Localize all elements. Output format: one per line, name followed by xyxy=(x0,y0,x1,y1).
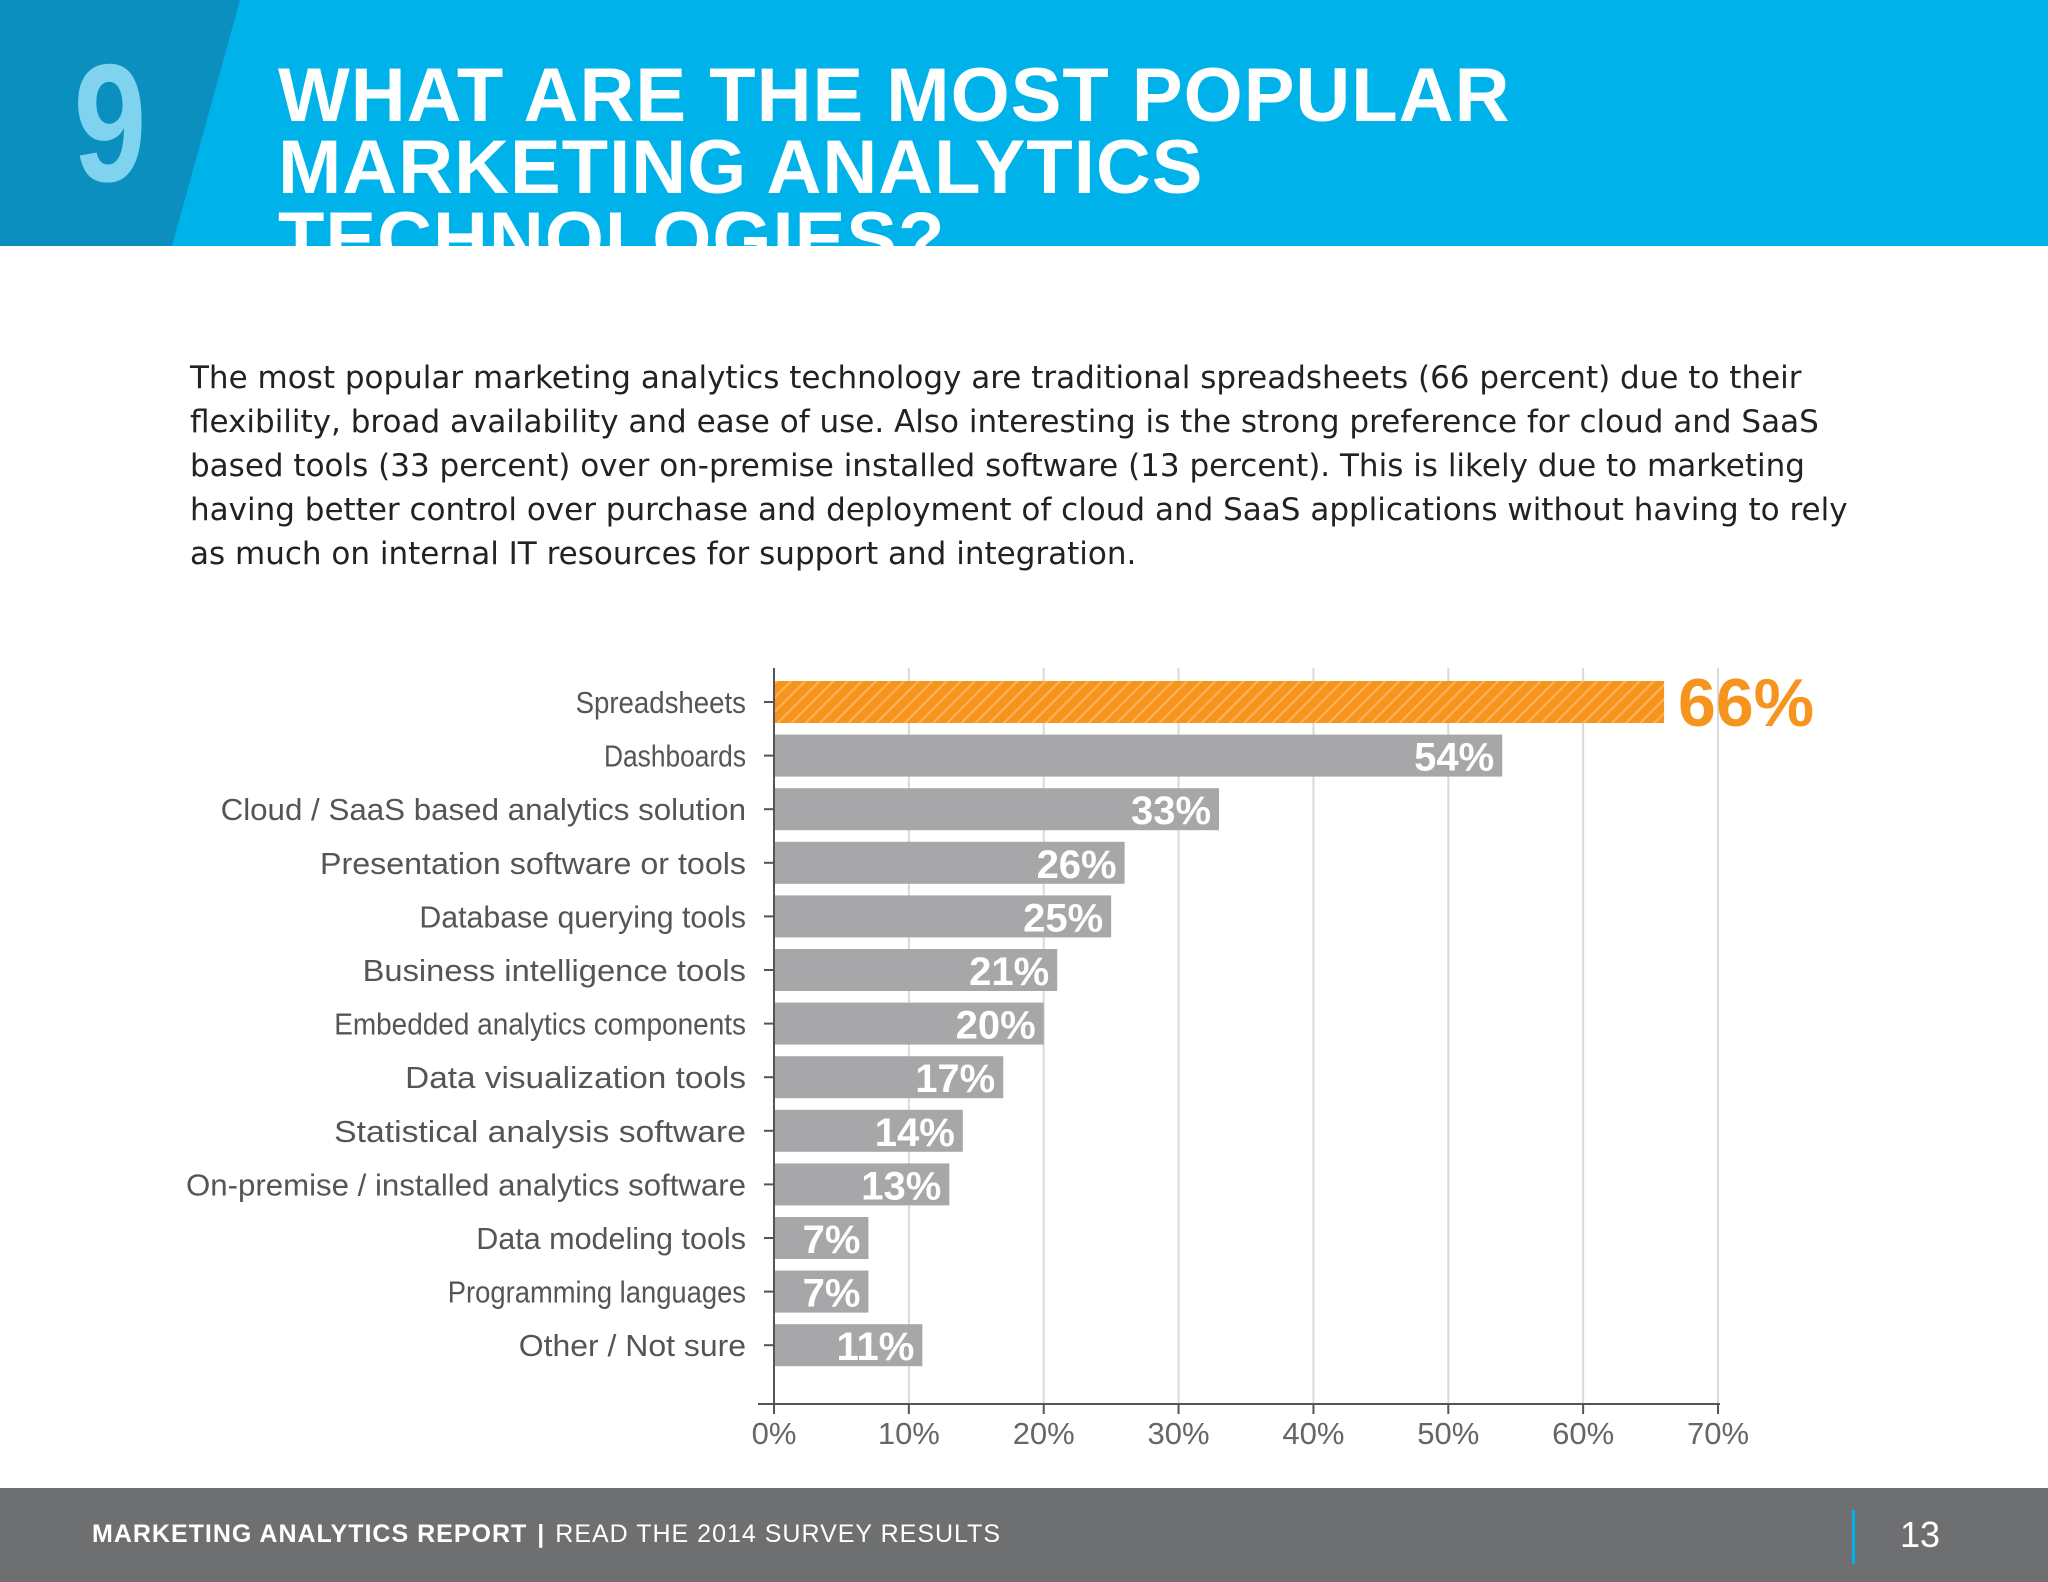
bar xyxy=(774,1324,923,1367)
data-label: 33% xyxy=(1131,789,1211,833)
x-tick-label: 40% xyxy=(1282,1416,1344,1451)
x-tick-label: 10% xyxy=(878,1416,940,1451)
intro-paragraph: The most popular marketing analytics tec… xyxy=(190,360,1848,572)
report-tagline[interactable]: READ THE 2014 SURVEY RESULTS xyxy=(555,1520,1002,1548)
x-tick-label: 0% xyxy=(752,1416,797,1451)
category-label: Database querying tools xyxy=(419,899,746,934)
bar xyxy=(774,681,1665,723)
category-label: Statistical analysis software xyxy=(334,1114,746,1149)
number-block-shape xyxy=(0,0,240,246)
x-tick-label: 50% xyxy=(1417,1416,1479,1451)
category-label: Business intelligence tools xyxy=(363,953,746,988)
report-name: MARKETING ANALYTICS REPORT xyxy=(92,1520,528,1548)
axes xyxy=(758,668,1720,1414)
bar xyxy=(774,949,1058,991)
category-label: Embedded analytics components xyxy=(334,1007,746,1042)
data-label: 7% xyxy=(803,1272,861,1316)
category-label: Dashboards xyxy=(604,739,746,774)
category-label: Cloud / SaaS based analytics solution xyxy=(221,792,746,827)
page-number: 13 xyxy=(1900,1514,1941,1555)
data-label: 25% xyxy=(1023,896,1103,940)
data-label: 26% xyxy=(1037,843,1117,887)
bar xyxy=(774,895,1112,938)
bar xyxy=(774,1217,869,1259)
bar xyxy=(774,1109,963,1152)
data-label: 11% xyxy=(836,1325,914,1369)
bar xyxy=(774,1056,1004,1099)
category-label: Spreadsheets xyxy=(576,685,746,720)
header-band: 9 WHAT ARE THE MOST POPULAR MARKETING ANA… xyxy=(0,0,2048,278)
data-label: 14% xyxy=(875,1111,955,1155)
bar xyxy=(774,1163,950,1206)
data-label: 20% xyxy=(956,1004,1036,1048)
category-label: Data modeling tools xyxy=(476,1221,746,1256)
data-label: 54% xyxy=(1414,736,1494,780)
x-tick-label: 60% xyxy=(1552,1416,1614,1451)
footer-text: MARKETING ANALYTICS REPORT | READ THE 2014… xyxy=(92,1516,1001,1552)
bar xyxy=(774,734,1503,777)
category-label: Presentation software or tools xyxy=(320,846,746,881)
section-number: 9 xyxy=(73,29,147,217)
x-tick-label: 70% xyxy=(1687,1416,1749,1451)
labels: 0% 10% 20% 30% 40% 50% 60% 70% Spreadsheets 66% Da… xyxy=(186,665,1814,1451)
category-label: Other / Not sure xyxy=(519,1328,746,1363)
data-label: 13% xyxy=(861,1164,941,1208)
bar xyxy=(774,1002,1044,1045)
bar xyxy=(774,841,1125,884)
data-label: 7% xyxy=(803,1218,861,1262)
x-tick-label: 30% xyxy=(1148,1416,1210,1451)
section-number-block xyxy=(0,0,240,246)
footer-bar: MARKETING ANALYTICS REPORT | READ THE 2014… xyxy=(0,1488,2048,1582)
category-label: On-premise / installed analytics softwar… xyxy=(186,1167,746,1202)
data-label: 17% xyxy=(915,1057,995,1101)
bar-chart: 0% 10% 20% 30% 40% 50% 60% 70% Spreadsheets 66% Da… xyxy=(186,665,1814,1451)
category-label: Data visualization tools xyxy=(405,1060,746,1095)
page-title: WHAT ARE THE MOST POPULAR MARKETING ANALY… xyxy=(278,53,1511,282)
bar xyxy=(774,788,1220,831)
footer-divider xyxy=(1852,1510,1855,1564)
x-tick-label: 20% xyxy=(1013,1416,1075,1451)
bars xyxy=(774,681,1665,1367)
footer-separator: | xyxy=(537,1520,546,1548)
data-label-highlight: 66% xyxy=(1678,665,1814,741)
data-label: 21% xyxy=(969,950,1049,994)
bar xyxy=(774,1270,869,1313)
category-label: Programming languages xyxy=(448,1275,746,1310)
